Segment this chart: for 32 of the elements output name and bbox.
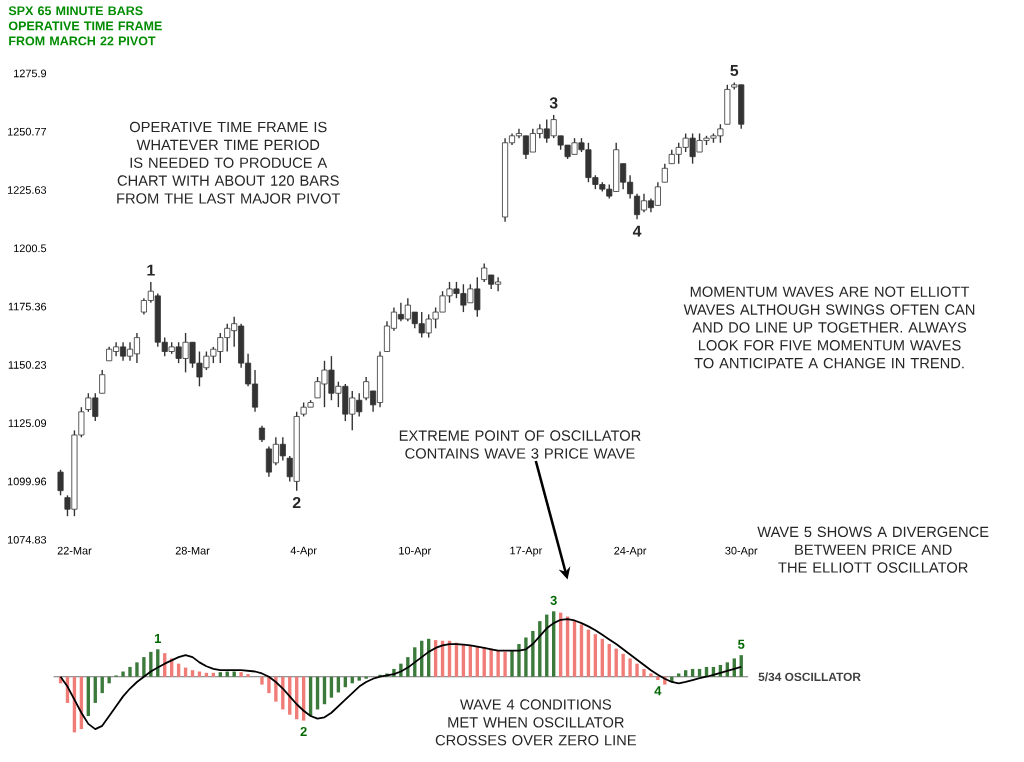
candlestick <box>418 311 425 339</box>
candlestick <box>397 302 404 323</box>
candlestick <box>377 350 384 408</box>
candlestick <box>613 142 620 193</box>
candlestick <box>529 128 536 153</box>
candlestick <box>321 360 328 408</box>
candlestick <box>543 118 550 144</box>
candlestick <box>133 332 140 364</box>
candlestick <box>126 341 134 362</box>
candlestick <box>585 142 592 183</box>
candlestick <box>522 135 529 160</box>
candlestick <box>265 445 272 478</box>
candlestick <box>495 276 502 292</box>
candlestick <box>57 469 64 497</box>
candlestick <box>689 132 696 165</box>
candlestick <box>550 114 557 139</box>
candlestick <box>349 390 356 432</box>
candlestick <box>182 332 189 374</box>
candlestick <box>342 383 349 422</box>
candlestick <box>120 341 127 362</box>
candlestick <box>328 355 335 401</box>
candlestick <box>404 297 411 323</box>
candlestick <box>425 313 432 339</box>
candlestick <box>460 283 467 313</box>
candlestick <box>196 350 203 388</box>
candlestick <box>696 132 703 153</box>
candlestick <box>661 162 668 183</box>
candlestick <box>175 341 182 364</box>
candlestick <box>467 283 474 304</box>
candlestick <box>217 332 224 364</box>
candlestick <box>640 193 648 214</box>
candlestick <box>738 84 745 130</box>
